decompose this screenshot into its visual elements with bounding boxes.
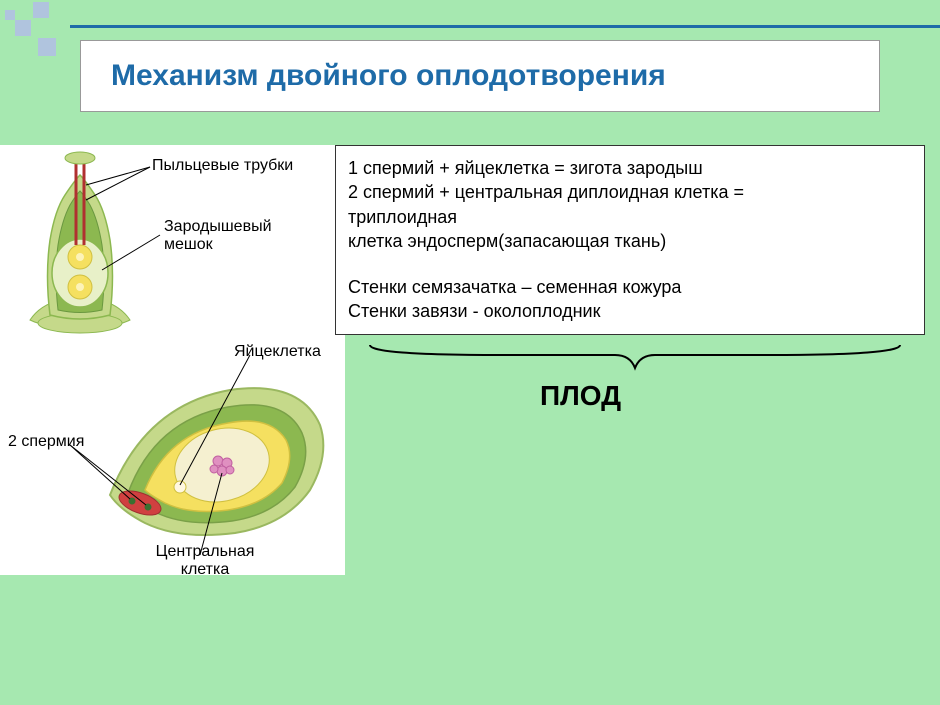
info-line-1: 1 спермий + яйцеклетка = зигота зародыш: [348, 156, 912, 180]
label-central-cell: Центральная клетка: [145, 543, 265, 578]
info-line-3: триплоидная: [348, 205, 912, 229]
corner-decoration: [0, 0, 70, 70]
label-pollen-tube: Пыльцевые трубки: [152, 157, 293, 175]
info-line-4: клетка эндосперм(запасающая ткань): [348, 229, 912, 253]
slide-title: Механизм двойного оплодотворения: [111, 59, 849, 93]
info-box: 1 спермий + яйцеклетка = зигота зародыш …: [335, 145, 925, 335]
diagram-area: Пыльцевые трубки Зародышевый мешок Яйцек…: [0, 145, 345, 575]
result-label: ПЛОД: [540, 380, 621, 412]
info-line-5: Стенки семязачатка – семенная кожура: [348, 275, 912, 299]
info-blank: [348, 253, 912, 275]
label-embryo-sac: Зародышевый мешок: [164, 218, 304, 253]
label-egg-cell: Яйцеклетка: [234, 343, 321, 361]
brace-icon: [360, 340, 910, 380]
top-accent-bar: [70, 25, 940, 28]
info-line-6: Стенки завязи - околоплодник: [348, 299, 912, 323]
info-line-2: 2 спермий + центральная диплоидная клетк…: [348, 180, 912, 204]
title-box: Механизм двойного оплодотворения: [80, 40, 880, 112]
label-sperms: 2 спермия: [8, 433, 84, 451]
